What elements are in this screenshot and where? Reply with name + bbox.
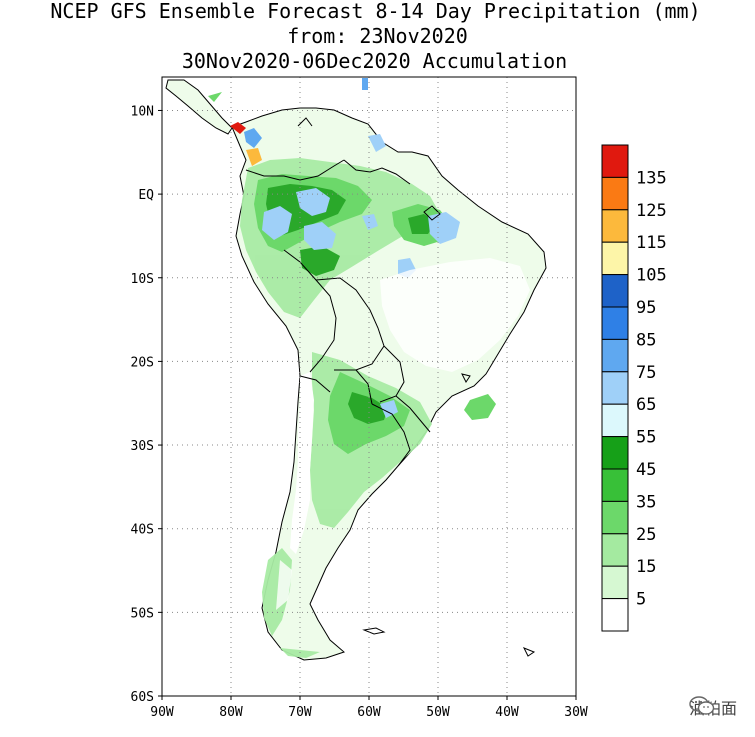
color-legend: 135 125 115 105 95 85 75 65 55 45 35 25 15 5 — [601, 144, 667, 632]
legend-label: 105 — [636, 266, 667, 286]
latitude-label: 20S — [131, 355, 154, 370]
legend-swatch — [601, 436, 629, 470]
legend-swatch — [601, 565, 629, 600]
longitude-label: 50W — [426, 705, 450, 720]
legend-swatch — [601, 371, 629, 405]
legend-swatch — [601, 598, 629, 632]
map-plot-area — [162, 77, 576, 696]
legend-label: 75 — [636, 363, 656, 383]
legend-label: 115 — [636, 233, 667, 253]
legend-swatch — [601, 241, 629, 276]
legend-swatch — [601, 176, 629, 211]
legend-label: 45 — [636, 460, 656, 480]
legend-swatch — [601, 209, 629, 243]
islands — [297, 117, 536, 657]
longitude-label: 40W — [495, 705, 519, 720]
legend-label: 15 — [636, 557, 656, 577]
legend-label: 65 — [636, 395, 656, 415]
precip-hotspot — [230, 78, 368, 166]
chart-title-line1: NCEP GFS Ensemble Forecast 8-14 Day Prec… — [50, 0, 701, 23]
legend-label: 5 — [636, 590, 646, 610]
longitude-label: 90W — [150, 705, 174, 720]
latitude-label: 60S — [131, 690, 154, 705]
longitude-label: 30W — [564, 705, 588, 720]
legend-label: 85 — [636, 330, 656, 350]
central-america-landmass — [165, 79, 233, 135]
legend-swatch — [601, 306, 629, 340]
legend-label: 35 — [636, 492, 656, 512]
latitude-labels: 10N EQ 10S 20S 30S 40S 50S 60S — [131, 104, 162, 705]
legend-swatch — [601, 338, 629, 373]
andes-dry-strip — [290, 372, 314, 554]
legend-label: 125 — [636, 201, 667, 221]
longitude-label: 60W — [357, 705, 381, 720]
legend-label: 95 — [636, 298, 656, 318]
legend-label: 55 — [636, 428, 656, 448]
latitude-label: 10N — [131, 104, 154, 119]
watermark: 油粕面 — [689, 695, 737, 719]
chart-title-line3: 30Nov2020-06Dec2020 Accumulation — [181, 49, 568, 73]
chart-title-line2: from: 23Nov2020 — [287, 24, 468, 48]
legend-label: 25 — [636, 525, 656, 545]
legend-swatch — [601, 468, 629, 502]
legend-label: 135 — [636, 168, 667, 188]
legend-swatch — [601, 533, 629, 567]
longitude-label: 70W — [288, 705, 312, 720]
legend-swatch — [601, 500, 629, 535]
longitude-labels: 90W 80W 70W 60W 50W 40W 30W — [150, 696, 588, 720]
country-borders — [245, 159, 431, 467]
latitude-label: 50S — [131, 606, 154, 621]
legend-swatch — [601, 403, 629, 438]
legend-swatch — [601, 274, 629, 308]
longitude-label: 80W — [219, 705, 243, 720]
latitude-label: EQ — [138, 188, 154, 203]
latitude-label: 40S — [131, 523, 154, 538]
legend-swatch — [601, 144, 629, 178]
latitude-label: 30S — [131, 439, 154, 454]
precip-minimal — [276, 258, 530, 610]
latitude-label: 10S — [131, 272, 154, 287]
wechat-icon — [689, 696, 715, 715]
